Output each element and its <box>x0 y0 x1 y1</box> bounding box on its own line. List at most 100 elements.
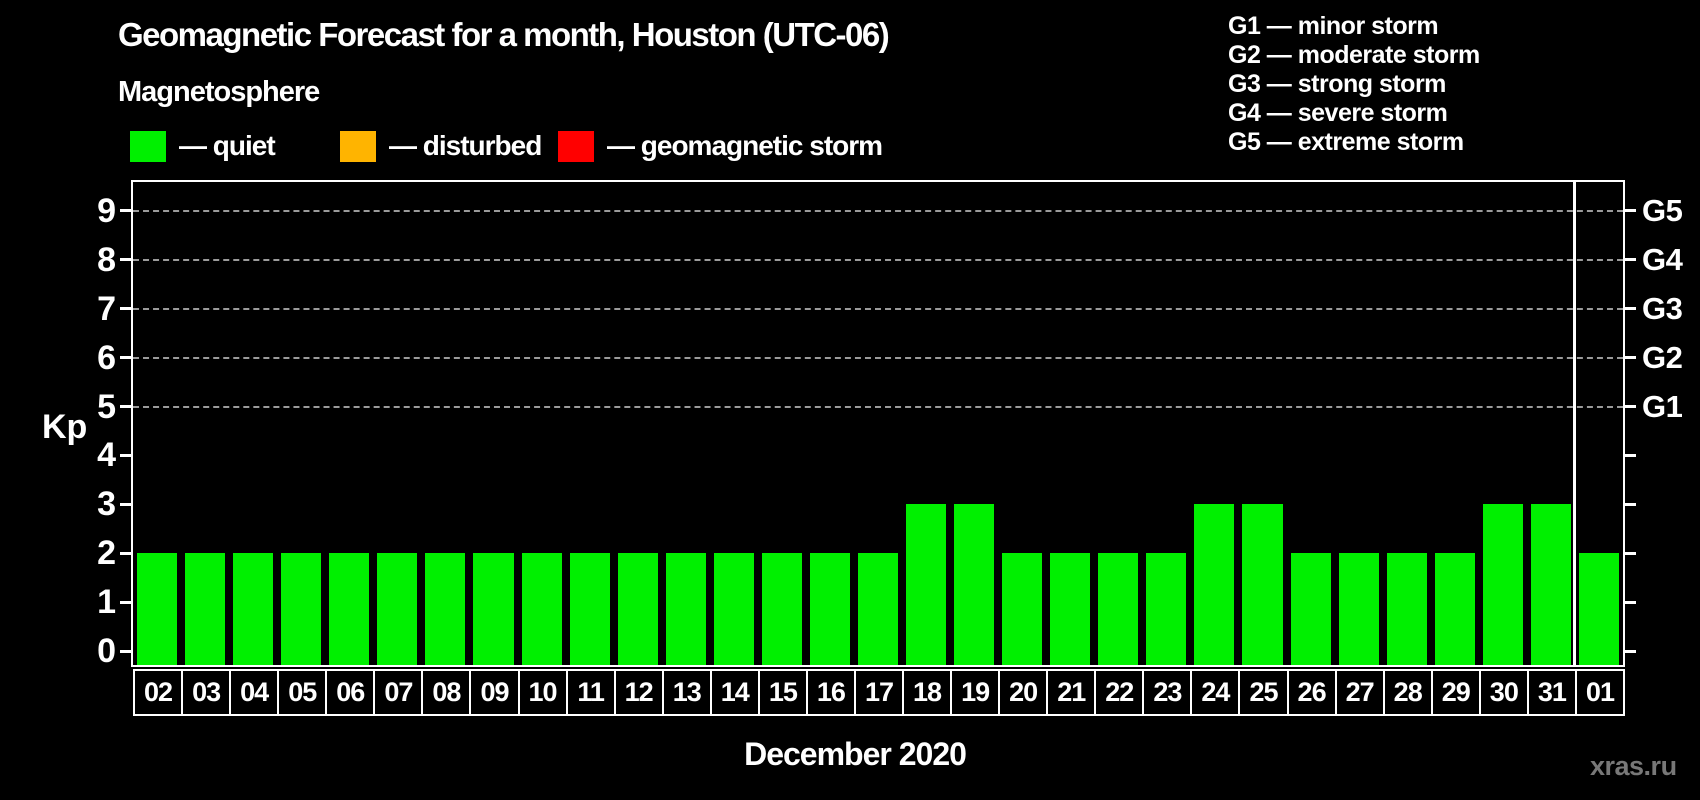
day-label-cell-24: 24 <box>1190 669 1241 716</box>
day-label-cell-15: 15 <box>757 669 808 716</box>
y-axis-label-7: 7 <box>97 289 116 328</box>
kp-bar-day-20 <box>1002 553 1043 665</box>
disturbed-color-swatch <box>340 130 376 162</box>
legend-label-quiet: — quiet <box>179 130 276 161</box>
day-label-cell-26: 26 <box>1286 669 1337 716</box>
kp-bar-day-23 <box>1146 553 1187 665</box>
kp-bar-day-27 <box>1338 553 1379 665</box>
kp-bar-day-12 <box>617 553 658 665</box>
g-axis-label-g3: G3 <box>1642 290 1683 326</box>
gridline-kp-9 <box>133 209 1623 212</box>
day-label-cell-30: 30 <box>1478 669 1529 716</box>
day-label-cell-16: 16 <box>805 669 856 716</box>
day-label-cell-17: 17 <box>853 669 905 716</box>
y-axis-tick-2 <box>120 551 131 555</box>
magnetosphere-label: Magnetosphere <box>118 76 320 108</box>
chart-title: Geomagnetic Forecast for a month, Housto… <box>118 16 890 53</box>
day-label-cell-21: 21 <box>1046 669 1097 716</box>
day-label-cell-29: 29 <box>1430 669 1481 716</box>
gridline-kp-7 <box>133 307 1623 310</box>
day-label-cell-14: 14 <box>709 669 760 716</box>
right-axis-tick-9 <box>1625 209 1636 213</box>
kp-bar-day-15 <box>761 553 802 665</box>
day-label-cell-07: 07 <box>373 669 424 716</box>
day-label-cell-25: 25 <box>1238 669 1289 716</box>
gridline-kp-8 <box>133 258 1623 261</box>
g-legend-line-g3: G3 — strong storm <box>1228 70 1446 98</box>
y-axis-tick-3 <box>120 502 131 506</box>
kp-bar-day-18 <box>906 504 947 665</box>
day-label-cell-11: 11 <box>565 669 616 716</box>
kp-bar-day-14 <box>713 553 754 665</box>
kp-bar-day-04 <box>233 553 274 665</box>
day-label-cell-12: 12 <box>613 669 664 716</box>
day-label-cell-23: 23 <box>1142 669 1193 716</box>
right-axis-tick-5 <box>1625 405 1636 408</box>
day-label-cell-22: 22 <box>1094 669 1145 716</box>
y-axis-label-0: 0 <box>97 632 116 670</box>
y-axis-tick-1 <box>120 600 131 604</box>
g-legend-line-g2: G2 — moderate storm <box>1228 41 1480 69</box>
right-axis-tick-6 <box>1625 356 1636 360</box>
y-axis-label-2: 2 <box>97 534 116 573</box>
kp-bar-day-29 <box>1434 553 1475 665</box>
g-axis-label-g1: G1 <box>1642 388 1683 424</box>
right-axis-tick-4 <box>1625 453 1636 457</box>
kp-bar-day-21 <box>1050 553 1091 665</box>
kp-bar-day-31 <box>1530 504 1571 665</box>
kp-bar-day-11 <box>569 553 610 665</box>
kp-bar-day-02 <box>137 553 178 665</box>
gridline-kp-6 <box>133 356 1623 359</box>
day-label-cell-02: 02 <box>133 669 184 716</box>
g-scale-legend: G1 — minor storm G2 — moderate storm G3 … <box>1228 12 1480 157</box>
y-axis-label-8: 8 <box>97 240 116 279</box>
right-axis-tick-8 <box>1625 258 1636 262</box>
y-axis-label-1: 1 <box>97 583 116 622</box>
day-label-cell-13: 13 <box>661 669 712 716</box>
kp-bar-day-24 <box>1194 504 1235 665</box>
day-label-cell-06: 06 <box>325 669 376 716</box>
g-legend-line-g4: G4 — severe storm <box>1228 99 1448 127</box>
gridline-kp-5 <box>133 405 1623 408</box>
kp-bar-day-30 <box>1482 504 1523 665</box>
day-label-cell-31: 31 <box>1526 669 1577 716</box>
x-axis-title: December 2020 <box>744 736 967 772</box>
quiet-color-swatch <box>130 130 166 162</box>
kp-bar-day-22 <box>1098 553 1139 665</box>
legend-item-storm: — geomagnetic storm <box>558 128 883 164</box>
day-label-cell-04: 04 <box>229 669 280 716</box>
legend-label-storm: — geomagnetic storm <box>607 130 883 161</box>
right-axis-tick-2 <box>1625 551 1636 555</box>
y-axis-tick-0 <box>120 649 131 653</box>
y-axis-label-6: 6 <box>97 338 116 377</box>
day-label-cell-28: 28 <box>1382 669 1433 716</box>
g-axis-label-g5: G5 <box>1642 192 1683 228</box>
day-label-cell-18: 18 <box>902 669 953 716</box>
g-axis-label-g4: G4 <box>1642 241 1683 277</box>
day-label-cell-03: 03 <box>181 669 232 716</box>
day-label-cell-09: 09 <box>469 669 520 716</box>
kp-bar-day-10 <box>521 553 562 665</box>
kp-bar-day-06 <box>329 553 370 665</box>
day-label-cell-05: 05 <box>277 669 328 716</box>
y-axis-label-4: 4 <box>97 436 116 475</box>
kp-bar-day-05 <box>281 553 322 665</box>
day-label-cell-01: 01 <box>1574 669 1625 716</box>
right-axis-tick-1 <box>1625 600 1636 604</box>
kp-bar-day-17 <box>857 553 899 665</box>
y-axis-tick-4 <box>120 453 131 457</box>
day-label-cell-19: 19 <box>950 669 1001 716</box>
day-label-cell-08: 08 <box>421 669 472 716</box>
y-axis-tick-7 <box>120 307 131 311</box>
right-axis-tick-0 <box>1625 649 1636 653</box>
y-axis-tick-8 <box>120 258 131 262</box>
kp-bar-day-28 <box>1386 553 1427 665</box>
kp-bar-day-25 <box>1242 504 1283 665</box>
day-label-cell-27: 27 <box>1334 669 1385 716</box>
g-axis-label-g2: G2 <box>1642 339 1683 375</box>
y-axis-tick-6 <box>120 356 131 360</box>
day-label-cell-20: 20 <box>998 669 1049 716</box>
y-axis-label-3: 3 <box>97 485 116 524</box>
y-axis-label-9: 9 <box>97 191 116 230</box>
kp-bar-day-08 <box>425 553 466 665</box>
